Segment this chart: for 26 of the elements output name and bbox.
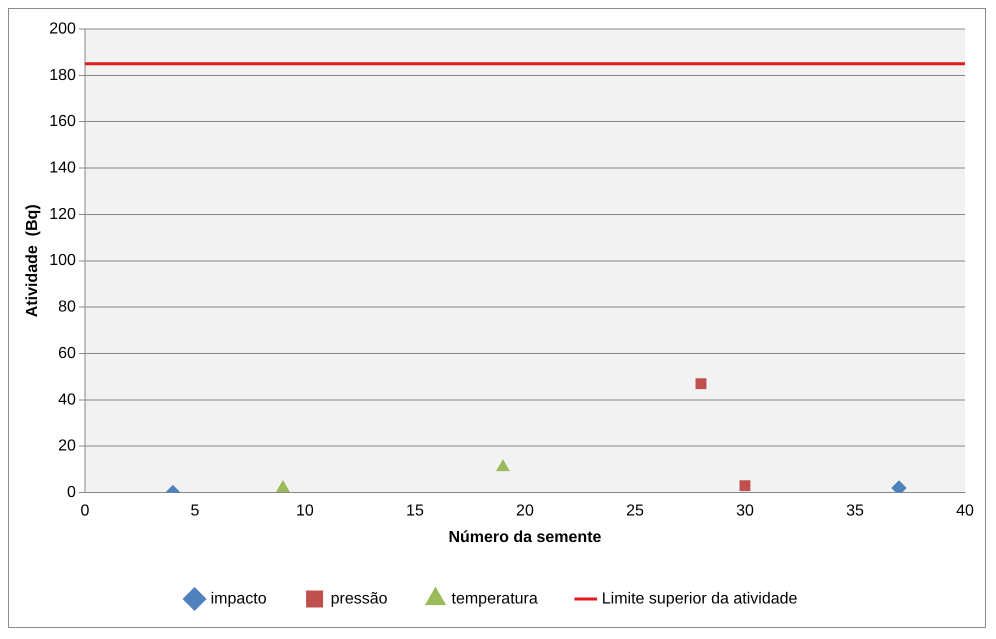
y-axis-title: Atividade (Bq) [24,204,42,318]
y-tick-label: 60 [58,344,76,362]
x-tick-label: 0 [80,502,90,520]
x-tick-label: 5 [190,502,200,520]
y-tick-label: 120 [49,206,76,223]
x-tick-label: 25 [626,502,644,520]
x-tick-label: 15 [406,502,424,520]
y-tick-label: 40 [58,391,76,408]
x-axis-title: Número da semente [448,528,602,546]
y-tick-label: 180 [49,66,76,84]
legend-label: impacto [210,590,267,608]
x-tick-label: 30 [736,502,754,520]
y-tick-label: 80 [58,298,76,316]
y-tick-label: 160 [49,113,76,130]
legend-label: Limite superior da atividade [602,590,798,608]
y-tick-label: 140 [49,159,76,176]
x-tick-label: 40 [956,502,974,520]
y-tick-label: 200 [49,20,76,38]
x-tick-label: 10 [296,502,314,520]
legend-label: pressão [330,590,388,608]
x-tick-label: 35 [846,502,864,520]
y-tick-label: 20 [58,438,76,455]
y-tick-label: 100 [49,252,76,270]
legend-label: temperatura [452,590,538,608]
x-tick-label: 20 [516,502,534,520]
y-tick-label: 0 [66,484,76,502]
